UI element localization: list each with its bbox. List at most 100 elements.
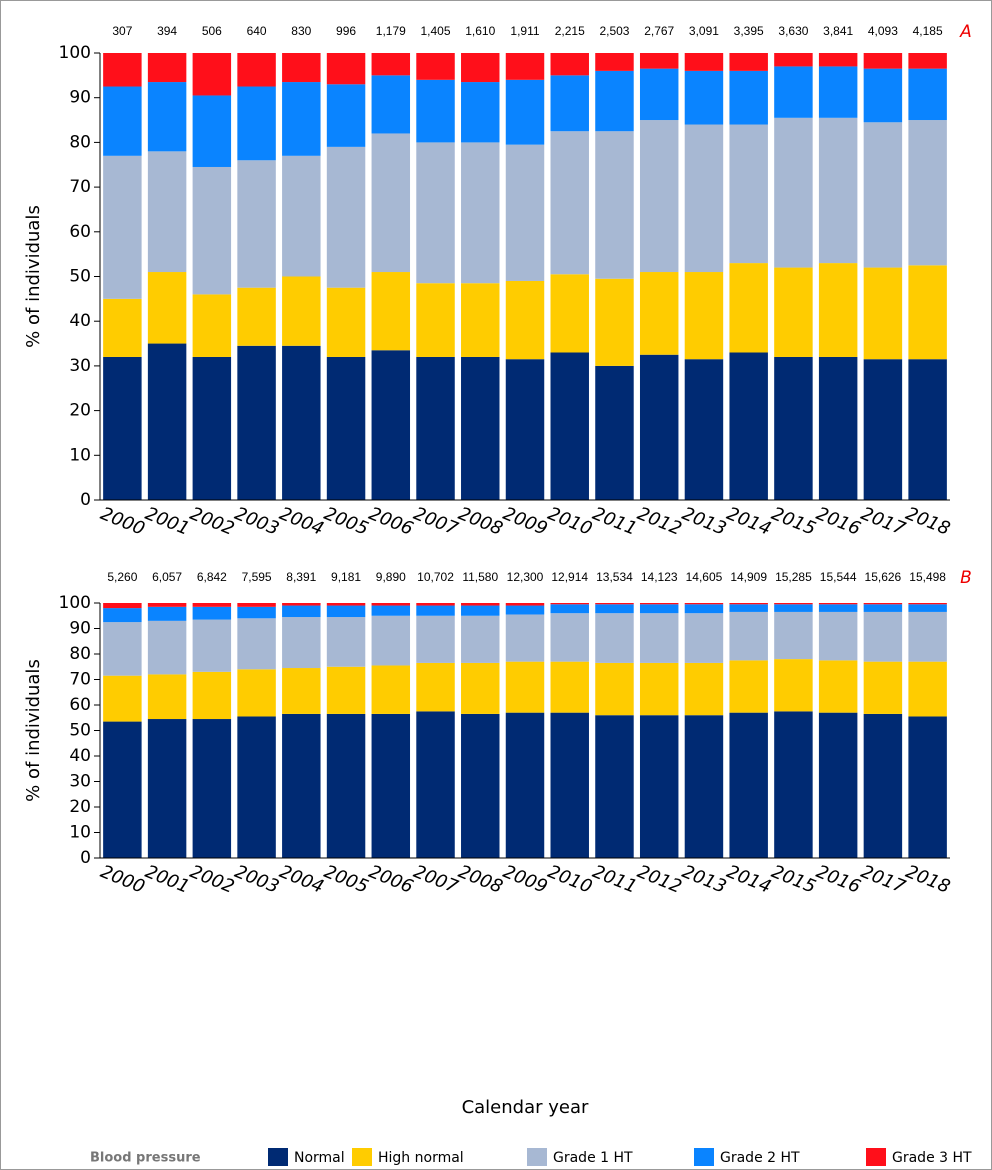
bar-segment [326, 603, 366, 606]
n-label: 7,595 [242, 570, 272, 584]
bar-segment [505, 79, 545, 145]
legend-swatch [268, 1148, 288, 1166]
bar-segment [371, 615, 411, 666]
n-label: 640 [247, 24, 267, 38]
legend-label: Grade 2 HT [720, 1150, 800, 1166]
bar-segment [416, 603, 455, 606]
y-tick-label: 50 [69, 721, 91, 741]
bar-segment [326, 287, 366, 357]
bar-segment [192, 166, 232, 295]
n-label: 6,057 [152, 570, 182, 584]
y-axis-label: % of individuals [23, 205, 44, 348]
n-label: 15,544 [820, 570, 857, 584]
bar-segment [595, 604, 634, 614]
bar-segment [639, 68, 679, 121]
bar-segment [550, 712, 589, 858]
bar-segment [684, 613, 724, 663]
y-tick-label: 70 [69, 670, 91, 690]
bar-segment [282, 603, 321, 606]
bar-segment [103, 86, 142, 156]
bar-segment [371, 603, 411, 606]
y-tick-label: 90 [69, 619, 91, 639]
n-label: 4,093 [868, 24, 898, 38]
bar-segment [103, 675, 142, 722]
bar-segment [908, 603, 947, 605]
bar-segment [729, 124, 768, 264]
bar-segment [237, 618, 276, 670]
bar-segment [908, 265, 947, 360]
bar-segment [595, 662, 634, 716]
n-label: 1,911 [510, 24, 539, 38]
bar-segment [908, 611, 947, 662]
bar-segment [371, 75, 411, 134]
n-label: 3,841 [823, 24, 853, 38]
bar-segment [282, 617, 321, 669]
bar-segment [461, 615, 500, 663]
bar-segment [416, 79, 455, 143]
bar-segment [237, 53, 276, 87]
bar-segment [371, 665, 411, 714]
bar-segment [326, 713, 366, 858]
n-label: 10,702 [417, 570, 454, 584]
bar-segment [863, 359, 903, 500]
n-label: 12,914 [551, 570, 588, 584]
n-label: 2,215 [555, 24, 585, 38]
bar-segment [282, 82, 321, 156]
bar-segment [237, 603, 276, 607]
bar-segment [371, 350, 411, 500]
bar-segment [103, 622, 142, 676]
n-label: 13,534 [596, 570, 633, 584]
y-tick-label: 0 [80, 848, 91, 868]
n-label: 14,909 [730, 570, 767, 584]
x-axis-label: Calendar year [462, 1097, 589, 1118]
bar-segment [818, 53, 858, 67]
bar-segment [505, 605, 545, 615]
bar-segment [282, 276, 321, 346]
n-label: 8,391 [286, 570, 316, 584]
bar-segment [237, 669, 276, 717]
n-label: 394 [157, 24, 177, 38]
bar-segment [863, 604, 903, 612]
bar-segment [237, 716, 276, 858]
y-axis-label: % of individuals [23, 659, 44, 802]
bar-segment [818, 660, 858, 713]
bar-segment [595, 603, 634, 605]
bar-segment [103, 608, 142, 623]
bar-segment [863, 611, 903, 662]
bar-segment [863, 661, 903, 714]
n-label: 2,503 [599, 24, 629, 38]
y-tick-label: 20 [69, 401, 91, 421]
bar-segment [550, 274, 589, 353]
bar-segment [416, 53, 455, 80]
y-tick-label: 80 [69, 644, 91, 664]
bar-segment [774, 356, 813, 500]
bar-segment [505, 614, 545, 662]
bar-segment [505, 359, 545, 500]
bar-segment [639, 120, 679, 273]
bar-segment [774, 711, 813, 858]
bar-segment [505, 661, 545, 713]
bar-segment [147, 606, 187, 621]
bar-segment [684, 272, 724, 360]
y-tick-label: 30 [69, 356, 91, 376]
panel-letter: B [960, 568, 972, 588]
n-label: 14,605 [686, 570, 723, 584]
bar-segment [908, 359, 947, 500]
bar-segment [729, 70, 768, 125]
bar-segment [684, 70, 724, 125]
bar-segment [863, 713, 903, 858]
bar-segment [863, 53, 903, 69]
bar-segment [774, 66, 813, 118]
n-label: 11,580 [462, 570, 498, 584]
bar-segment [371, 605, 411, 616]
bar-segment [639, 53, 679, 69]
bar-segment [326, 605, 366, 618]
n-label: 3,091 [689, 24, 719, 38]
y-tick-label: 90 [69, 88, 91, 108]
bar-segment [550, 603, 589, 605]
bar-segment [684, 715, 724, 858]
bar-segment [103, 356, 142, 500]
bar-segment [147, 82, 187, 152]
n-label: 506 [202, 24, 222, 38]
bar-segment [908, 68, 947, 121]
